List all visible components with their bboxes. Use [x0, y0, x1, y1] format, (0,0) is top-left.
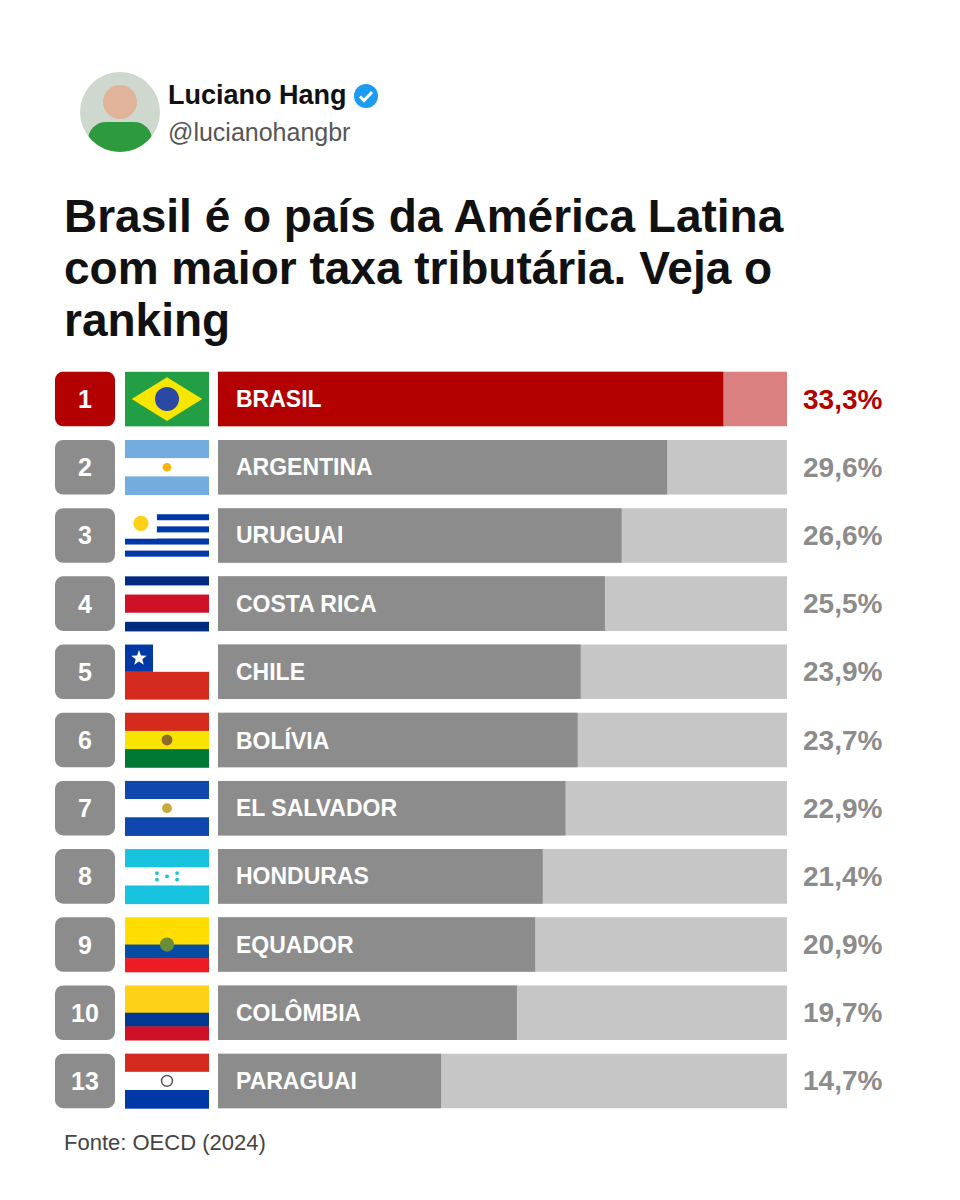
- svg-text:EQUADOR: EQUADOR: [236, 932, 354, 958]
- html-text:Brasil é o país da América Lat: Brasil é o país da América Latina com ma…: [64, 190, 784, 346]
- svg-text:EL SALVADOR: EL SALVADOR: [236, 795, 397, 821]
- svg-text:BRASIL: BRASIL: [236, 386, 322, 412]
- svg-text:20,9%: 20,9%: [803, 929, 882, 960]
- svg-text:PARAGUAI: PARAGUAI: [236, 1068, 357, 1094]
- html-text:Fonte: OECD (2024): Fonte: OECD (2024): [64, 1130, 266, 1155]
- svg-text:13: 13: [71, 1067, 99, 1095]
- svg-text:10: 10: [71, 999, 99, 1027]
- svg-text:8: 8: [78, 862, 92, 890]
- svg-text:ARGENTINA: ARGENTINA: [236, 454, 373, 480]
- svg-text:COLÔMBIA: COLÔMBIA: [236, 999, 361, 1026]
- svg-text:26,6%: 26,6%: [803, 520, 882, 551]
- svg-text:33,3%: 33,3%: [803, 384, 882, 415]
- svg-text:5: 5: [78, 658, 92, 686]
- svg-text:19,7%: 19,7%: [803, 997, 882, 1028]
- svg-text:BOLÍVIA: BOLÍVIA: [236, 727, 329, 754]
- svg-text:4: 4: [78, 590, 92, 618]
- svg-text:25,5%: 25,5%: [803, 588, 882, 619]
- svg-text:COSTA RICA: COSTA RICA: [236, 591, 377, 617]
- svg-text:2: 2: [78, 453, 92, 481]
- svg-text:6: 6: [78, 726, 92, 754]
- html-text:@lucianohangbr: @lucianohangbr: [168, 118, 351, 146]
- svg-text:9: 9: [78, 931, 92, 959]
- svg-text:7: 7: [78, 794, 92, 822]
- svg-text:3: 3: [78, 521, 92, 549]
- svg-text:23,7%: 23,7%: [803, 725, 882, 756]
- svg-text:23,9%: 23,9%: [803, 656, 882, 687]
- svg-text:21,4%: 21,4%: [803, 861, 882, 892]
- svg-text:CHILE: CHILE: [236, 659, 305, 685]
- svg-text:14,7%: 14,7%: [803, 1065, 882, 1096]
- html-text:Luciano Hang: Luciano Hang: [168, 80, 347, 110]
- svg-text:22,9%: 22,9%: [803, 793, 882, 824]
- svg-text:URUGUAI: URUGUAI: [236, 522, 343, 548]
- svg-text:29,6%: 29,6%: [803, 452, 882, 483]
- svg-text:1: 1: [78, 385, 92, 413]
- svg-text:HONDURAS: HONDURAS: [236, 863, 369, 889]
